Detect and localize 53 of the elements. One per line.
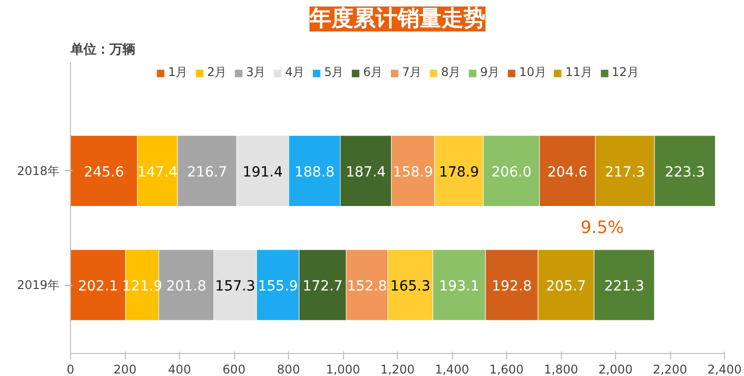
data-label: 217.3 [604,164,645,180]
x-tick-label: 0 [66,362,74,376]
legend-label: 7月 [402,64,422,81]
x-tick-label: 800 [277,362,300,376]
chart-subtitle: 单位：万辆 [70,42,136,58]
data-label: 155.9 [258,278,298,295]
y-tick-label: 2018年 [16,164,60,178]
legend-label: 9月 [480,64,500,81]
legend-label: 5月 [324,64,344,81]
data-label: 157.3 [215,278,256,295]
data-label: 206.0 [491,164,532,180]
data-label: 202.1 [78,278,118,295]
x-tick-label: 400 [168,362,191,376]
data-label: 158.9 [392,164,434,180]
legend-label: 3月 [246,64,266,81]
x-tick-label: 1,800 [544,362,578,376]
legend-label: 8月 [441,64,462,81]
x-tick-label: 2,400 [707,362,742,376]
data-label: 178.9 [438,164,480,180]
legend-label: 12月 [612,64,639,81]
data-label: 216.7 [187,164,228,180]
data-label: 192.8 [492,278,532,295]
data-label: 187.4 [346,164,386,180]
data-label: 204.6 [547,164,588,180]
data-label: 152.8 [346,278,388,295]
data-label: 223.3 [664,164,705,180]
data-label: 221.3 [604,278,644,295]
x-tick-label: 200 [114,362,136,376]
legend-label: 10月 [519,64,546,81]
x-tick-label: 2,200 [652,362,688,376]
data-label: 188.8 [294,164,335,180]
legend-label: 1月 [168,64,188,81]
x-tick-label: 1,400 [434,362,470,376]
x-tick-label: 1,000 [326,362,360,376]
chart-title: 年度累计销量走势 [308,6,486,32]
data-label: 191.4 [242,164,283,180]
data-label: 193.1 [439,278,480,295]
annotation: 9.5% [580,218,624,238]
legend-label: 2月 [207,64,228,81]
x-tick-label: 600 [222,362,246,376]
data-label: 205.7 [546,278,586,295]
y-tick-label: 2019年 [16,278,60,292]
legend-label: 11月 [565,64,593,81]
legend-label: 4月 [285,64,306,81]
data-label: 245.6 [84,164,124,180]
data-label: 165.3 [390,278,430,295]
legend-label: 6月 [363,64,384,81]
x-tick-label: 2,000 [598,362,633,376]
data-label: 201.8 [166,278,206,295]
x-tick-label: 1,600 [489,362,524,376]
data-label: 172.7 [302,278,343,295]
data-label: 147.4 [137,164,178,180]
x-tick-label: 1,200 [380,362,415,376]
